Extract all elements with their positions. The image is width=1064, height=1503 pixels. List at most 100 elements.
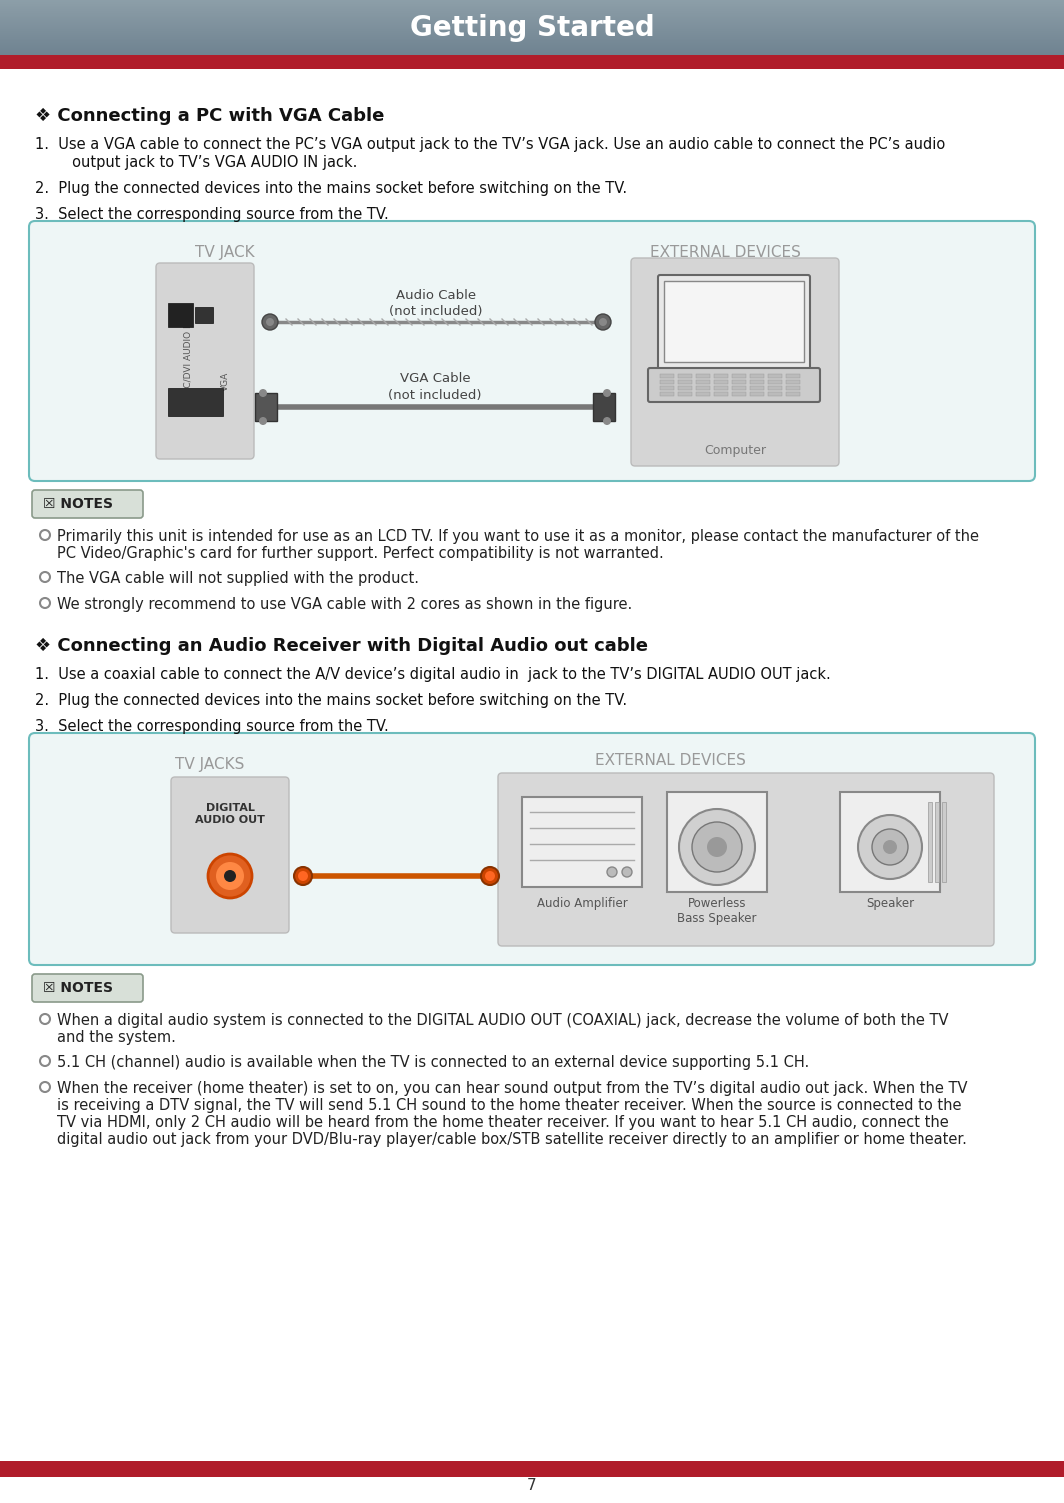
Text: The VGA cable will not supplied with the product.: The VGA cable will not supplied with the…	[57, 571, 419, 586]
Bar	[786, 386, 800, 389]
Bar	[0, 56, 1064, 69]
Bar	[660, 392, 674, 395]
Bar	[168, 388, 223, 416]
FancyBboxPatch shape	[29, 733, 1035, 965]
Circle shape	[603, 389, 611, 397]
Bar	[714, 386, 728, 389]
Text: 1.  Use a VGA cable to connect the PC’s VGA output jack to the TV’s VGA jack. Us: 1. Use a VGA cable to connect the PC’s V…	[35, 137, 945, 152]
Circle shape	[481, 867, 499, 885]
Circle shape	[858, 815, 922, 879]
Text: output jack to TV’s VGA AUDIO IN jack.: output jack to TV’s VGA AUDIO IN jack.	[49, 155, 358, 170]
Circle shape	[216, 863, 244, 890]
Bar	[750, 392, 764, 395]
Circle shape	[266, 319, 275, 326]
Text: PC/DVI AUDIO IN: PC/DVI AUDIO IN	[183, 319, 193, 394]
Circle shape	[595, 314, 611, 331]
Text: VGA: VGA	[220, 371, 230, 391]
Bar	[750, 386, 764, 389]
Text: VGA Cable: VGA Cable	[400, 373, 470, 385]
Circle shape	[207, 854, 252, 897]
Bar	[732, 374, 746, 377]
Circle shape	[692, 822, 742, 872]
Circle shape	[883, 840, 897, 854]
Circle shape	[262, 314, 278, 331]
Text: When the receiver (home theater) is set to on, you can hear sound output from th: When the receiver (home theater) is set …	[57, 1081, 967, 1096]
Bar	[768, 380, 782, 383]
Circle shape	[485, 872, 495, 881]
Text: digital audio out jack from your DVD/Blu-ray player/cable box/STB satellite rece: digital audio out jack from your DVD/Blu…	[57, 1132, 967, 1147]
Text: PC Video/Graphic's card for further support. Perfect compatibility is not warran: PC Video/Graphic's card for further supp…	[57, 546, 664, 561]
Text: ☒ NOTES: ☒ NOTES	[43, 497, 113, 511]
Text: Getting Started: Getting Started	[410, 14, 654, 42]
FancyBboxPatch shape	[29, 221, 1035, 481]
Text: 3.  Select the corresponding source from the TV.: 3. Select the corresponding source from …	[35, 718, 388, 733]
Bar	[768, 392, 782, 395]
Bar	[786, 392, 800, 395]
Text: ❖ Connecting a PC with VGA Cable: ❖ Connecting a PC with VGA Cable	[35, 107, 384, 125]
Bar	[786, 380, 800, 383]
Bar	[678, 374, 692, 377]
Circle shape	[706, 837, 727, 857]
Bar	[928, 803, 932, 882]
Bar	[664, 281, 804, 362]
Bar	[768, 374, 782, 377]
FancyBboxPatch shape	[32, 490, 143, 519]
Text: and the system.: and the system.	[57, 1030, 176, 1045]
Text: (not included): (not included)	[389, 305, 483, 319]
FancyBboxPatch shape	[658, 275, 810, 370]
Text: ❖ Connecting an Audio Receiver with Digital Audio out cable: ❖ Connecting an Audio Receiver with Digi…	[35, 637, 648, 655]
Text: TV via HDMI, only 2 CH audio will be heard from the home theater receiver. If yo: TV via HDMI, only 2 CH audio will be hea…	[57, 1115, 949, 1130]
Circle shape	[294, 867, 312, 885]
FancyBboxPatch shape	[156, 263, 254, 458]
Bar	[768, 386, 782, 389]
Bar	[732, 392, 746, 395]
Bar	[732, 386, 746, 389]
Bar	[696, 386, 710, 389]
Circle shape	[606, 867, 617, 876]
Bar	[696, 374, 710, 377]
FancyBboxPatch shape	[171, 777, 289, 933]
Text: EXTERNAL DEVICES: EXTERNAL DEVICES	[595, 753, 746, 768]
Circle shape	[872, 830, 908, 866]
Circle shape	[599, 319, 606, 326]
Text: ☒ NOTES: ☒ NOTES	[43, 981, 113, 995]
Bar	[714, 380, 728, 383]
FancyBboxPatch shape	[648, 368, 820, 401]
FancyBboxPatch shape	[498, 773, 994, 945]
Circle shape	[259, 416, 267, 425]
Circle shape	[679, 809, 755, 885]
Bar	[750, 380, 764, 383]
Text: TV JACKS: TV JACKS	[174, 758, 245, 773]
Text: 7: 7	[527, 1477, 537, 1492]
Bar	[935, 803, 940, 882]
Bar	[750, 374, 764, 377]
Text: is receiving a DTV signal, the TV will send 5.1 CH sound to the home theater rec: is receiving a DTV signal, the TV will s…	[57, 1099, 962, 1114]
Bar	[678, 392, 692, 395]
Bar	[714, 374, 728, 377]
Text: 1.  Use a coaxial cable to connect the A/V device’s digital audio in  jack to th: 1. Use a coaxial cable to connect the A/…	[35, 667, 831, 682]
Bar	[0, 1461, 1064, 1477]
Text: Computer: Computer	[704, 443, 766, 457]
Bar	[667, 792, 767, 891]
Text: (not included): (not included)	[388, 389, 482, 401]
Text: Audio Cable: Audio Cable	[396, 289, 476, 302]
Bar	[696, 392, 710, 395]
Circle shape	[259, 389, 267, 397]
Bar	[678, 386, 692, 389]
FancyBboxPatch shape	[32, 974, 143, 1003]
Text: Audio Amplifier: Audio Amplifier	[536, 897, 628, 909]
Circle shape	[603, 416, 611, 425]
Text: 2.  Plug the connected devices into the mains socket before switching on the TV.: 2. Plug the connected devices into the m…	[35, 693, 627, 708]
Bar	[678, 380, 692, 383]
Text: Speaker: Speaker	[866, 897, 914, 909]
Bar	[696, 380, 710, 383]
Circle shape	[225, 870, 236, 882]
Bar	[593, 392, 615, 421]
Circle shape	[622, 867, 632, 876]
Circle shape	[298, 872, 307, 881]
Bar	[660, 374, 674, 377]
Bar	[839, 792, 940, 891]
Text: Powerless
Bass Speaker: Powerless Bass Speaker	[678, 897, 757, 924]
Bar	[195, 307, 213, 323]
Text: We strongly recommend to use VGA cable with 2 cores as shown in the figure.: We strongly recommend to use VGA cable w…	[57, 597, 632, 612]
